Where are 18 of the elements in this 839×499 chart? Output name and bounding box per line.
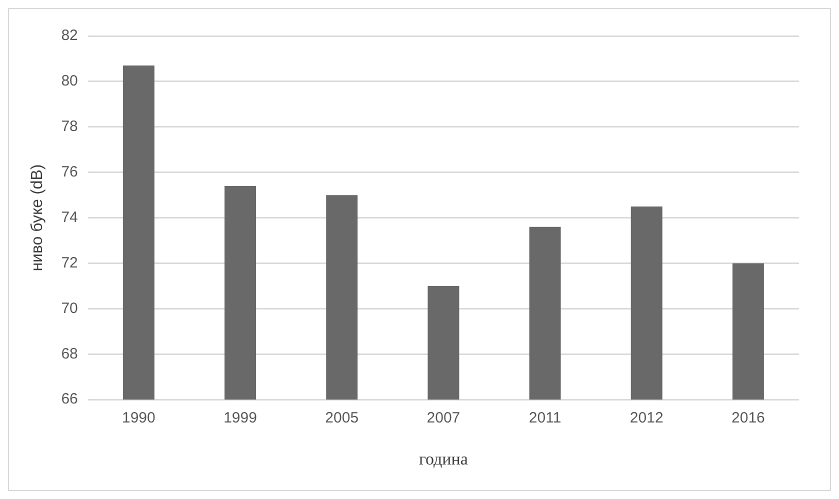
y-tick-label: 76: [61, 163, 78, 180]
y-tick-label: 72: [61, 254, 78, 272]
y-tick-label: 68: [61, 345, 78, 362]
y-tick-label: 82: [61, 27, 78, 44]
y-tick-label: 70: [61, 300, 78, 317]
x-tick-label: 2007: [426, 410, 460, 427]
x-tick-label: 2016: [732, 410, 765, 427]
x-tick-label: 2011: [528, 410, 562, 427]
x-tick-label: 1999: [224, 410, 257, 427]
y-tick-label: 74: [61, 208, 78, 226]
x-tick-label: 1990: [122, 410, 156, 427]
x-tick-label: 2005: [325, 410, 359, 427]
y-tick-label: 80: [61, 72, 78, 90]
y-axis-title: ниво буке (dB): [29, 164, 46, 272]
y-tick-label: 66: [61, 390, 78, 408]
y-tick-label: 78: [61, 118, 78, 136]
x-tick-label: 2012: [630, 410, 664, 427]
x-axis-title: година: [418, 449, 468, 468]
